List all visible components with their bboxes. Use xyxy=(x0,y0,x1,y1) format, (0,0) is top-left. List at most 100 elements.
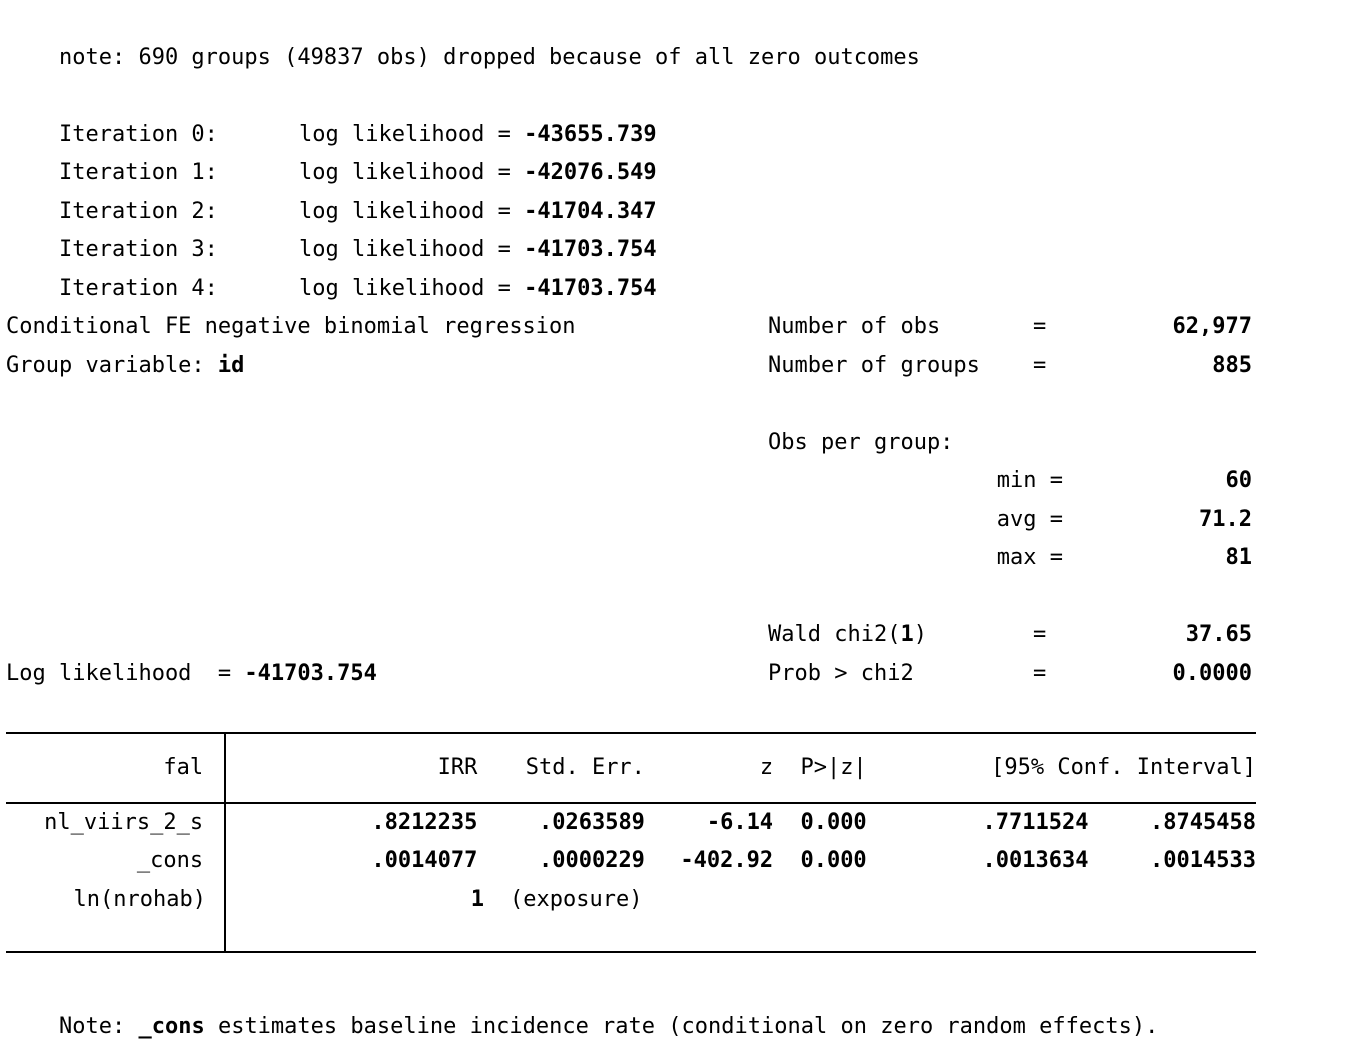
footnote-cons: _cons xyxy=(138,1013,205,1039)
row-variable: _cons xyxy=(136,848,204,873)
row-variable: ln(nrohab) xyxy=(73,886,206,912)
row-exposure-note: (exposure) xyxy=(510,886,643,912)
stat-eq: = xyxy=(1033,622,1047,647)
left-spacer xyxy=(6,539,768,578)
iteration-value: -41704.347 xyxy=(524,198,657,224)
obs-per-group-label: Obs per group: xyxy=(768,429,954,455)
header-conf-interval: [95% Conf. Interval] xyxy=(991,754,1256,780)
iteration-line-1: Iteration 1: log likelihood = -42076.549 xyxy=(6,116,1356,185)
iteration-prefix: log likelihood = xyxy=(298,198,525,224)
left-spacer xyxy=(6,424,768,463)
table-row-cons: _cons .0014077 .0000229 -402.92 0.000 .001363… xyxy=(6,842,1256,881)
stat-label: min = xyxy=(996,468,1063,493)
row-variable: nl_viirs_2_s xyxy=(44,809,204,835)
log-likelihood: Log likelihood = -41703.754 xyxy=(6,655,768,694)
group-variable-row: Group variable: id Number of groups = 885 xyxy=(6,347,1356,386)
table-row-exposure: ln(nrohab) 1 (exposure) xyxy=(6,881,1256,920)
row-ci-high: .8745458 xyxy=(1150,809,1256,835)
iteration-value: -41703.754 xyxy=(524,275,657,301)
dropped-groups-note-text: note: 690 groups (49837 obs) dropped bec… xyxy=(58,44,920,70)
row-ci-low: .7711524 xyxy=(982,809,1089,835)
left-spacer xyxy=(6,501,768,540)
stat-avg: avg = 71.2 xyxy=(768,501,1252,540)
row-std-err: .0263589 xyxy=(538,809,645,835)
iteration-label: Iteration 2: xyxy=(58,198,218,224)
header-irr: IRR xyxy=(437,754,478,780)
wald-label-post: ) xyxy=(913,622,927,647)
column-gap xyxy=(224,881,246,920)
stat-value: 60 xyxy=(1225,468,1253,493)
stat-value: 81 xyxy=(1225,545,1253,570)
wald-row: Wald chi2(1) = 37.65 xyxy=(6,616,1356,655)
row-irr: .8212235 xyxy=(371,809,478,835)
row-irr: .0014077 xyxy=(371,848,478,873)
stat-label: Prob > chi2 xyxy=(768,660,914,686)
group-variable: Group variable: id xyxy=(6,347,768,386)
obs-per-group: Obs per group: xyxy=(768,424,1252,463)
obs-per-group-row: Obs per group: xyxy=(6,424,1356,463)
model-title-row: Conditional FE negative binomial regress… xyxy=(6,308,1356,347)
model-title: Conditional FE negative binomial regress… xyxy=(6,314,576,339)
log-likelihood-row: Log likelihood = -41703.754 Prob > chi2 =… xyxy=(6,655,1356,694)
header-std-err: Std. Err. xyxy=(525,754,645,780)
table-row-nl-viirs: nl_viirs_2_s .8212235 .0263589 -6.14 0.000 .7… xyxy=(6,804,1256,843)
group-variable-label: Group variable: xyxy=(6,352,218,378)
row-p: 0.000 xyxy=(800,809,867,835)
stat-value: 37.65 xyxy=(1185,622,1252,647)
blank-line xyxy=(6,385,1356,424)
row-std-err: .0000229 xyxy=(538,848,645,873)
iteration-line-3: Iteration 3: log likelihood = -41703.754 xyxy=(6,193,1356,262)
stat-prob-chi2: Prob > chi2 = 0.0000 xyxy=(768,655,1252,694)
row-ci-low: .0013634 xyxy=(982,848,1089,873)
iteration-prefix: log likelihood = xyxy=(298,237,525,262)
table-footnote: Note: _cons estimates baseline incidence… xyxy=(6,969,1356,1039)
footnote-pre: Note: xyxy=(58,1013,139,1039)
iteration-label: Iteration 1: xyxy=(58,160,218,185)
obs-min-row: min = 60 xyxy=(6,462,1356,501)
row-irr: 1 xyxy=(470,886,484,912)
wald-label-pre: Wald chi2( xyxy=(768,622,901,647)
stat-eq: = xyxy=(1033,314,1047,339)
dropped-groups-note: note: 690 groups (49837 obs) dropped bec… xyxy=(6,0,1356,70)
log-likelihood-value: -41703.754 xyxy=(244,660,377,686)
left-spacer xyxy=(6,462,768,501)
iteration-label: Iteration 4: xyxy=(58,275,218,301)
stat-value: 885 xyxy=(1212,352,1252,378)
iteration-value: -43655.739 xyxy=(524,121,657,147)
iteration-label: Iteration 3: xyxy=(58,237,218,262)
blank-line xyxy=(6,693,1356,732)
wald-label: Wald chi2(1) xyxy=(768,616,1033,655)
stat-number-of-obs: Number of obs = 62,977 xyxy=(768,308,1252,347)
header-depvar: fal xyxy=(163,754,204,780)
stat-max: max = 81 xyxy=(768,539,1252,578)
stat-eq: = xyxy=(1033,660,1047,686)
table-header-rule xyxy=(6,801,1256,804)
iteration-line-0: Iteration 0: log likelihood = -43655.739 xyxy=(6,77,1356,147)
left-spacer xyxy=(6,616,768,655)
log-likelihood-label: Log likelihood = xyxy=(6,660,245,686)
stat-label: Number of obs xyxy=(768,314,941,339)
wald-df: 1 xyxy=(900,622,914,647)
iteration-line-2: Iteration 2: log likelihood = -41704.347 xyxy=(6,154,1356,224)
regression-table: fal IRR Std. Err. z P>|z| [95% Conf. Interval… xyxy=(6,731,1256,953)
stat-number-of-groups: Number of groups = 885 xyxy=(768,347,1252,386)
iteration-line-4: Iteration 4: log likelihood = -41703.754 xyxy=(6,231,1356,301)
stat-value: 0.0000 xyxy=(1172,660,1252,686)
iteration-value: -42076.549 xyxy=(524,160,657,185)
row-z: -6.14 xyxy=(706,809,774,835)
header-p: P>|z| xyxy=(800,754,867,780)
stat-wald-chi2: Wald chi2(1) = 37.65 xyxy=(768,616,1252,655)
iteration-prefix: log likelihood = xyxy=(298,121,525,147)
stat-label: Number of groups xyxy=(768,352,980,378)
iteration-prefix: log likelihood = xyxy=(298,160,525,185)
stat-value: 71.2 xyxy=(1199,506,1252,532)
table-vertical-rule xyxy=(224,733,226,951)
row-z: -402.92 xyxy=(680,848,774,873)
footnote-post: estimates baseline incidence rate (condi… xyxy=(204,1013,1159,1039)
obs-max-row: max = 81 xyxy=(6,539,1356,578)
stat-min: min = 60 xyxy=(768,462,1252,501)
stat-value: 62,977 xyxy=(1172,314,1252,339)
obs-avg-row: avg = 71.2 xyxy=(6,501,1356,540)
group-variable-name: id xyxy=(217,352,245,378)
